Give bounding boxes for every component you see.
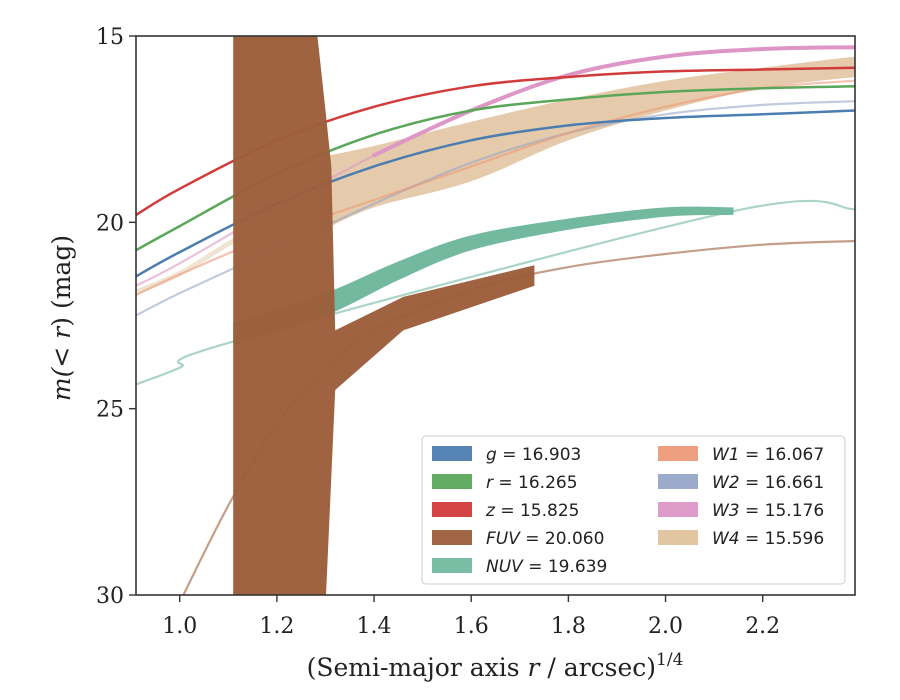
- x-tick-label: 2.0: [648, 614, 683, 639]
- series-line-W3: [372, 45, 855, 158]
- series-line-g: [136, 109, 855, 278]
- legend-swatch-z: [432, 502, 472, 517]
- y-tick-label: 30: [96, 584, 124, 609]
- legend-swatch-FUV: [432, 530, 472, 545]
- legend-swatch-g: [432, 446, 472, 461]
- plot-frame: [135, 35, 856, 596]
- legend-label-W1: W1 = 16.067: [712, 445, 824, 465]
- legend-swatch-W4: [658, 530, 698, 545]
- legend-label-W4: W4 = 15.596: [712, 529, 824, 549]
- x-tick-label: 1.4: [357, 614, 392, 639]
- x-tick-label: 1.2: [259, 614, 294, 639]
- legend-label-NUV: NUV = 19.639: [486, 557, 607, 577]
- legend-label-FUV: FUV = 20.060: [486, 529, 604, 549]
- y-axis: 15 20 25 30: [96, 25, 136, 609]
- legend-label-z: z = 15.825: [485, 501, 579, 521]
- series-line-W1: [136, 79, 855, 297]
- legend-swatch-W1: [658, 446, 698, 461]
- x-axis-label: (Semi-major axis r / arcsec)1/4: [307, 650, 684, 682]
- legend-label-W2: W2 = 16.661: [712, 473, 824, 493]
- series-area-FUV: [233, 36, 535, 595]
- y-axis-label: m(< r) (mag): [47, 235, 76, 401]
- x-tick-label: 1.6: [454, 614, 489, 639]
- legend-swatch-r: [432, 474, 472, 489]
- legend-label-g: g = 16.903: [486, 445, 581, 465]
- x-axis: 1.0 1.2 1.4 1.6 1.8 2.0 2.2: [162, 595, 780, 639]
- series-line-r: [136, 85, 855, 252]
- y-tick-label: 25: [96, 398, 124, 423]
- legend-label-r: r = 16.265: [486, 473, 578, 493]
- legend-swatch-W2: [658, 474, 698, 489]
- series-line-NUV: [136, 199, 855, 386]
- x-tick-label: 2.2: [745, 614, 780, 639]
- legend-label-W3: W3 = 15.176: [712, 501, 824, 521]
- y-tick-label: 20: [96, 211, 124, 236]
- series-line-W2: [136, 100, 855, 317]
- series-line-z: [136, 66, 855, 217]
- y-tick-label: 15: [96, 25, 124, 50]
- legend-entries: g = 16.903 r = 16.265 z = 15.825 FUV = 20.0…: [432, 445, 824, 577]
- legend-swatch-W3: [658, 502, 698, 517]
- legend-swatch-NUV: [432, 558, 472, 573]
- legend-box: [421, 435, 846, 585]
- series-band-NUV: [233, 206, 734, 346]
- series-band-W4: [320, 56, 855, 232]
- x-tick-label: 1.0: [162, 614, 197, 639]
- series-layer: [136, 36, 855, 595]
- x-tick-label: 1.8: [551, 614, 586, 639]
- legend: g = 16.903 r = 16.265 z = 15.825 FUV = 20.0…: [421, 435, 846, 585]
